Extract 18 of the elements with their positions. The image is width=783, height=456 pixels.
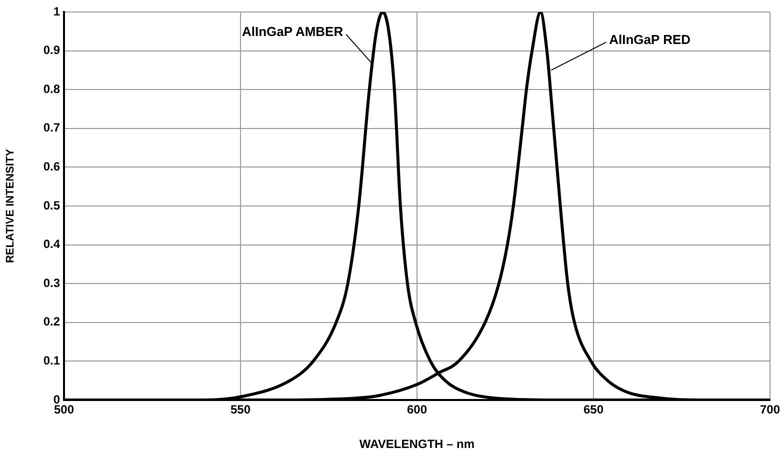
y-tick-label: 0.6 <box>43 160 60 174</box>
y-axis-title: RELATIVE INTENSITY <box>4 148 17 264</box>
y-tick-label: 0.9 <box>43 43 60 58</box>
x-tick-label: 650 <box>583 402 604 417</box>
x-tick-label: 700 <box>760 402 780 417</box>
y-tick-label: 0.3 <box>43 276 60 290</box>
x-tick-label: 600 <box>406 402 428 417</box>
annotation: AlInGaP RED <box>609 32 691 47</box>
y-tick-label: 0.1 <box>43 354 60 368</box>
annotation: AlInGaP AMBER <box>242 24 344 40</box>
y-tick-label: 0.8 <box>43 82 60 96</box>
y-tick-label: 0.2 <box>43 314 60 329</box>
y-tick-label: 0.7 <box>43 120 60 135</box>
y-tick-label: 0.4 <box>43 237 60 252</box>
y-tick-label: 0.5 <box>43 198 60 212</box>
y-tick-label: 1 <box>53 4 60 18</box>
x-axis-title: WAVELENGTH – nm <box>359 437 475 452</box>
x-tick-label: 550 <box>230 402 251 417</box>
